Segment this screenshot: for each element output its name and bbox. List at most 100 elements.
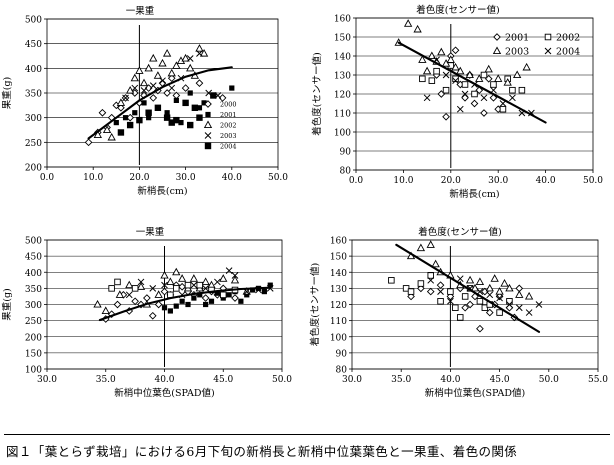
data-point-2002 bbox=[461, 293, 469, 300]
data-point-2002 bbox=[93, 299, 102, 308]
data-point-2002 bbox=[499, 105, 507, 113]
data-point-2002 bbox=[189, 274, 199, 282]
data-point-2002 bbox=[154, 290, 163, 298]
data-point-2001 bbox=[191, 295, 197, 301]
data-point-2000 bbox=[178, 282, 186, 291]
data-point-2002 bbox=[93, 130, 102, 138]
data-point-2000 bbox=[167, 74, 176, 83]
x-tick-label: 10.0 bbox=[83, 173, 103, 183]
data-point-2003 bbox=[122, 94, 129, 102]
data-point-2002 bbox=[167, 68, 176, 77]
data-point-2000 bbox=[149, 94, 158, 102]
chart-color-spad: 80 90 100 110 120 130 140 150 160 30.0 35.0 40.0 45.… bbox=[309, 226, 608, 399]
legend-label: 2004 bbox=[220, 143, 237, 151]
figure-caption: 図１「葉とらず栽培」における6月下旬の新梢長と新梢中位葉葉色と一果重、着色の関係 bbox=[6, 444, 518, 459]
data-point-2003 bbox=[159, 77, 166, 85]
data-point-2003 bbox=[140, 87, 148, 94]
data-point-2002 bbox=[101, 306, 110, 314]
data-point-2004 bbox=[437, 288, 444, 295]
data-point-2001 bbox=[229, 85, 235, 91]
chart-title: 一果重 bbox=[126, 5, 155, 17]
data-point-2001 bbox=[267, 282, 273, 288]
data-point-2002 bbox=[476, 298, 484, 305]
data-point-2003 bbox=[202, 285, 209, 292]
data-point-2002 bbox=[428, 77, 436, 84]
data-point-2002 bbox=[419, 75, 426, 83]
data-point-2003 bbox=[190, 281, 198, 289]
y-tick-label: 120 bbox=[334, 91, 351, 101]
data-point-2003 bbox=[485, 283, 494, 292]
data-point-2003 bbox=[456, 66, 465, 75]
chart-title: 着色度(センサー値) bbox=[416, 4, 499, 16]
chart-title: 着色度(センサー値) bbox=[418, 226, 501, 238]
x-tick-label: 50.0 bbox=[272, 375, 292, 385]
data-point-2002 bbox=[480, 71, 488, 79]
data-point-2002 bbox=[149, 53, 158, 62]
data-point-2001 bbox=[185, 301, 191, 308]
data-point-2004 bbox=[515, 304, 523, 312]
legend-marker-2003 bbox=[204, 132, 212, 139]
data-point-2000 bbox=[144, 84, 153, 92]
x-tick-label: 45.0 bbox=[213, 375, 233, 385]
legend-marker-2000 bbox=[204, 100, 212, 108]
x-axis-label: 新梢中位葉色(SPAD値) bbox=[114, 387, 214, 399]
data-point-2001 bbox=[238, 298, 244, 304]
x-tick-label: 0.0 bbox=[349, 176, 364, 186]
data-point-2001 bbox=[436, 281, 445, 289]
legend-marker-2002 bbox=[203, 120, 213, 129]
data-point-2003 bbox=[524, 291, 534, 300]
x-tick-label: 30.0 bbox=[488, 176, 508, 186]
data-point-2003 bbox=[465, 70, 474, 79]
data-point-2004 bbox=[456, 275, 464, 283]
x-axis-label: 新梢長(cm) bbox=[449, 188, 499, 200]
data-point-2002 bbox=[461, 81, 469, 88]
data-point-2001 bbox=[485, 308, 494, 317]
data-point-2002 bbox=[186, 63, 195, 72]
data-point-2003 bbox=[231, 272, 239, 279]
data-point-2002 bbox=[172, 61, 181, 69]
data-point-2003 bbox=[446, 55, 455, 63]
legend-label: 2000 bbox=[220, 101, 237, 109]
y-tick-label: 350 bbox=[25, 90, 42, 100]
data-point-2003 bbox=[214, 278, 221, 286]
data-point-2001 bbox=[167, 308, 173, 314]
data-point-2003 bbox=[490, 274, 499, 282]
data-point-2003 bbox=[168, 84, 176, 92]
chart-weight-spad: 100 150 200 250 300 350 400 450 500 30.0 35.0 40.0 4… bbox=[1, 226, 292, 399]
data-point-2001 bbox=[476, 324, 484, 333]
data-point-2004 bbox=[154, 104, 162, 111]
data-point-2002 bbox=[116, 98, 126, 106]
data-point-2003 bbox=[149, 82, 157, 89]
data-point-2002 bbox=[158, 58, 167, 67]
y-tick-label: 100 bbox=[334, 129, 351, 139]
trend-line bbox=[395, 243, 541, 333]
trend-line bbox=[98, 286, 272, 322]
data-point-2001 bbox=[146, 115, 152, 121]
data-point-2003 bbox=[137, 278, 145, 286]
y-tick-label: 450 bbox=[25, 253, 42, 263]
x-tick-label: 10.0 bbox=[393, 176, 413, 186]
y-tick-label: 300 bbox=[25, 301, 42, 311]
y-tick-label: 130 bbox=[334, 72, 351, 82]
data-point-2002 bbox=[452, 304, 459, 311]
data-point-2003 bbox=[149, 285, 157, 292]
data-point-2001 bbox=[201, 100, 207, 106]
y-tick-label: 150 bbox=[25, 349, 42, 359]
data-point-2002 bbox=[433, 67, 440, 75]
data-point-2004 bbox=[136, 116, 143, 124]
data-point-2002 bbox=[452, 75, 459, 83]
legend-label: 2002 bbox=[556, 33, 580, 44]
data-point-2002 bbox=[162, 48, 172, 57]
data-point-2003 bbox=[494, 74, 503, 82]
data-point-2002 bbox=[144, 63, 153, 72]
y-tick-label: 110 bbox=[330, 317, 347, 327]
x-tick-label: 20.0 bbox=[441, 176, 461, 186]
data-point-2000 bbox=[181, 84, 190, 92]
data-point-2000 bbox=[113, 300, 122, 309]
legend-marker-2001 bbox=[493, 33, 501, 41]
y-axis-label: 着色度(センサー値) bbox=[309, 263, 321, 346]
data-point-2002 bbox=[230, 275, 240, 284]
data-point-2001 bbox=[197, 292, 203, 298]
data-point-2000 bbox=[231, 294, 239, 302]
data-point-2003 bbox=[125, 291, 133, 299]
